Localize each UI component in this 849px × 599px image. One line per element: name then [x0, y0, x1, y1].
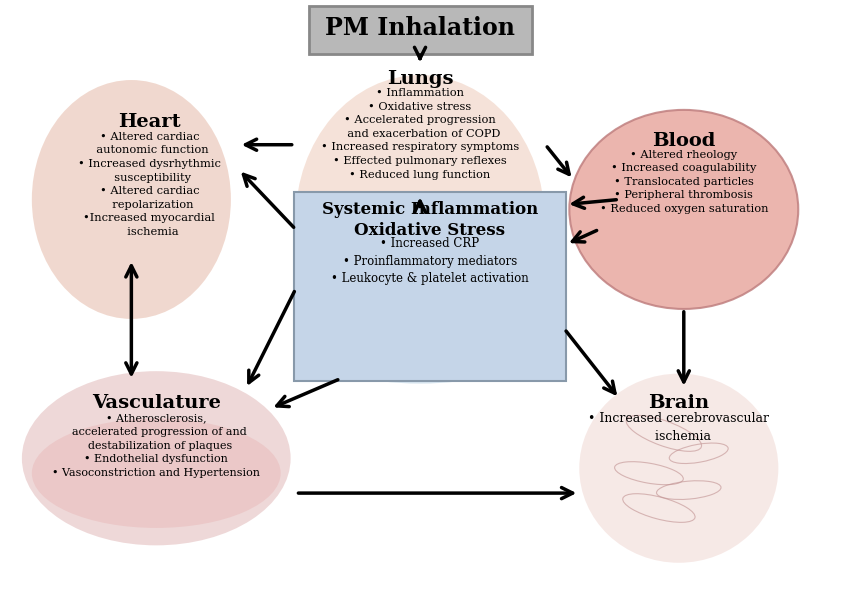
- Text: Blood: Blood: [652, 132, 716, 150]
- Text: • Inflammation
• Oxidative stress
• Accelerated progression
  and exacerbation o: • Inflammation • Oxidative stress • Acce…: [321, 88, 519, 180]
- Ellipse shape: [31, 80, 231, 319]
- Ellipse shape: [295, 75, 544, 364]
- Text: Brain: Brain: [649, 394, 710, 412]
- Text: Lungs: Lungs: [387, 70, 453, 88]
- Ellipse shape: [320, 324, 520, 383]
- Ellipse shape: [579, 374, 779, 563]
- FancyBboxPatch shape: [294, 192, 566, 380]
- FancyBboxPatch shape: [308, 7, 531, 54]
- Text: • Atherosclerosis,
  accelerated progression of and
  destabilization of plaques: • Atherosclerosis, accelerated progressi…: [53, 413, 261, 478]
- Text: • Altered cardiac
  autonomic function
• Increased dysrhythmic
  susceptibility
: • Altered cardiac autonomic function • I…: [78, 132, 221, 237]
- Text: Vasculature: Vasculature: [92, 394, 221, 412]
- Ellipse shape: [22, 371, 290, 545]
- Ellipse shape: [31, 419, 281, 528]
- Text: PM Inhalation: PM Inhalation: [325, 16, 515, 40]
- Text: Heart: Heart: [118, 113, 181, 131]
- Text: • Increased CRP
• Proinflammatory mediators
• Leukocyte & platelet activation: • Increased CRP • Proinflammatory mediat…: [331, 237, 529, 285]
- Text: Systemic Inflammation
Oxidative Stress: Systemic Inflammation Oxidative Stress: [322, 201, 538, 240]
- Ellipse shape: [570, 110, 798, 309]
- Text: • Increased cerebrovascular
  ischemia: • Increased cerebrovascular ischemia: [588, 413, 769, 443]
- Text: • Altered rheology
• Increased coagulability
• Translocated particles
• Peripher: • Altered rheology • Increased coagulabi…: [599, 150, 768, 214]
